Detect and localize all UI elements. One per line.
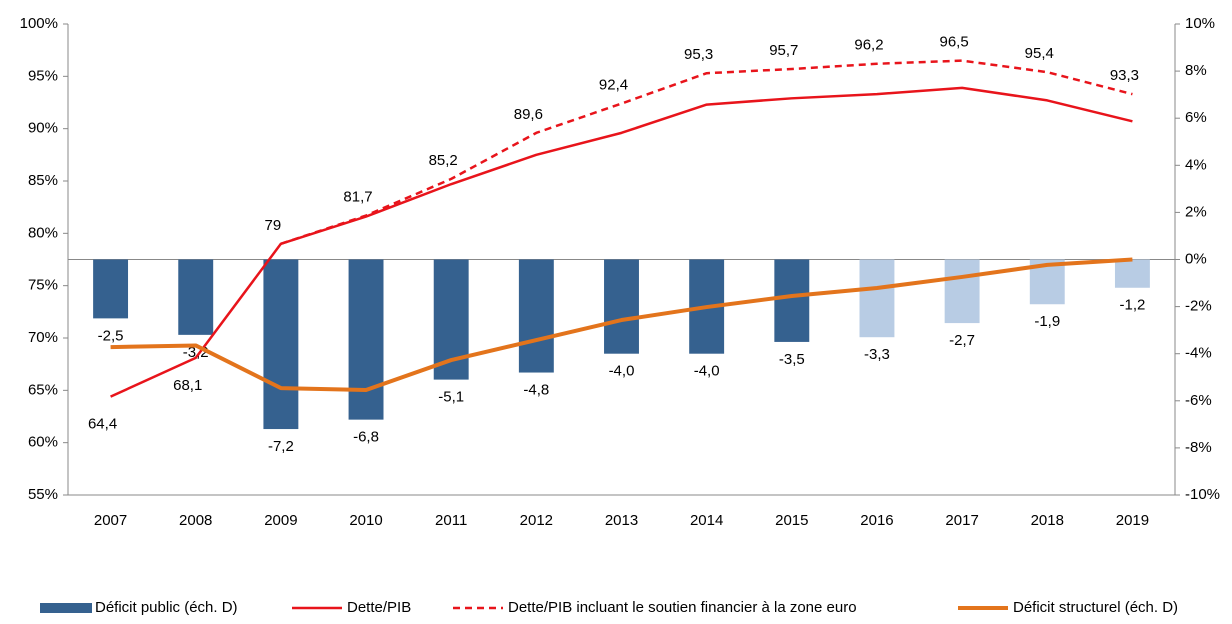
data-label: -4,0 [609,363,635,380]
data-label: -5,1 [438,389,464,406]
data-label: -4,8 [523,382,549,399]
y-tick-label: 100% [20,15,58,32]
legend-label: Dette/PIB incluant le soutien financier … [508,599,857,616]
y-tick-label: 95% [28,67,58,84]
x-tick-label: 2011 [435,512,467,529]
data-label: -3,5 [779,351,805,368]
bar [178,259,214,335]
data-label: 93,3 [1110,67,1139,84]
bar [604,259,639,354]
bar [944,259,980,324]
data-label: 95,4 [1025,45,1054,62]
bar [859,259,895,338]
data-label: 96,5 [940,34,969,51]
legend-label: Déficit public (éch. D) [95,599,238,616]
data-label: 81,7 [343,189,372,206]
data-label: 64,4 [88,416,117,433]
y-tick-label: 75% [28,277,58,294]
x-tick-label: 2007 [94,512,127,529]
y2-tick-label: 4% [1185,156,1207,173]
y2-tick-label: 2% [1185,203,1207,220]
y-tick-label: 65% [28,381,58,398]
data-label: 85,2 [429,152,458,169]
x-tick-label: 2009 [264,512,297,529]
data-label: -6,8 [353,429,379,446]
data-label: 89,6 [514,106,543,123]
y-tick-label: 55% [28,486,58,503]
data-label: -4,0 [694,363,720,380]
y2-tick-label: 6% [1185,109,1207,126]
y-tick-label: 70% [28,329,58,346]
x-tick-label: 2013 [605,512,638,529]
data-label: 96,2 [854,37,883,54]
bar [774,259,810,342]
data-label: -1,9 [1034,313,1060,330]
legend-swatch [40,603,92,613]
y-tick-label: 80% [28,224,58,241]
y2-tick-label: 0% [1185,250,1207,267]
y2-tick-label: -4% [1185,345,1212,362]
data-label: 95,7 [769,42,798,59]
y2-tick-label: 10% [1185,15,1215,32]
x-tick-label: 2018 [1031,512,1064,529]
data-label: -2,5 [98,327,124,344]
y2-tick-label: -6% [1185,392,1212,409]
data-label: 95,3 [684,46,713,63]
bar [348,259,384,420]
y2-tick-label: -8% [1185,439,1212,456]
y2-tick-label: 8% [1185,62,1207,79]
y-tick-label: 90% [28,120,58,137]
bar [1114,259,1150,288]
x-tick-label: 2019 [1116,512,1149,529]
data-label: -1,2 [1119,297,1145,314]
x-tick-label: 2015 [775,512,808,529]
y2-tick-label: -2% [1185,298,1212,315]
y-tick-label: 85% [28,172,58,189]
x-tick-label: 2017 [945,512,978,529]
x-tick-label: 2008 [179,512,212,529]
x-tick-label: 2012 [520,512,553,529]
data-label: 79 [265,217,282,234]
legend-label: Dette/PIB [347,599,411,616]
data-label: -3,3 [864,346,890,363]
line [280,59,1133,245]
data-label: -7,2 [268,438,294,455]
y2-tick-label: -10% [1185,486,1220,503]
y-tick-label: 60% [28,434,58,451]
data-label: 68,1 [173,377,202,394]
line [110,257,1133,392]
data-label: -2,7 [949,332,975,349]
legend-label: Déficit structurel (éch. D) [1013,599,1178,616]
bar [93,259,129,319]
x-tick-label: 2014 [690,512,723,529]
x-tick-label: 2010 [349,512,382,529]
bar [518,259,554,373]
x-tick-label: 2016 [860,512,893,529]
data-label: 92,4 [599,77,628,94]
bar [263,259,299,430]
